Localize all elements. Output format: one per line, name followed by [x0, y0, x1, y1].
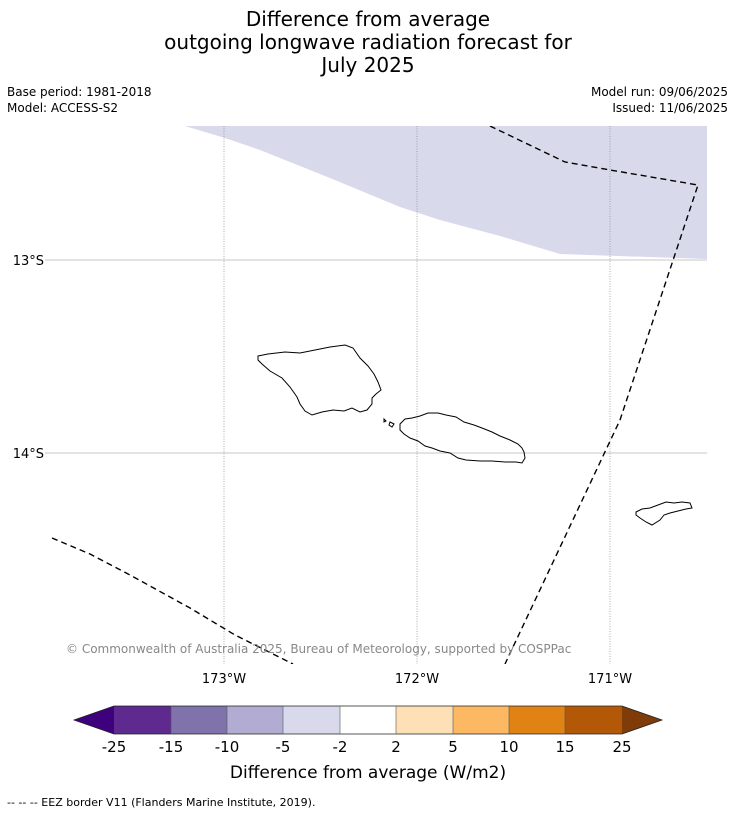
tutuila-island [635, 501, 693, 526]
colorbar-tick-label: -2 [333, 738, 348, 756]
colorbar-swatch-8 [509, 706, 565, 734]
colorbar-tick-label: 2 [391, 738, 401, 756]
colorbar-tick-label: -15 [159, 738, 184, 756]
base-period: Base period: 1981-2018 [7, 85, 152, 99]
meta-left: Base period: 1981-2018 Model: ACCESS-S2 [7, 84, 152, 116]
title-line-3: July 2025 [321, 53, 415, 77]
lat-label-13s: 13°S [13, 254, 44, 269]
savaii-island [257, 344, 382, 416]
lon-label-171w: 171°W [588, 672, 632, 687]
apolima-island [388, 421, 395, 428]
colorbar-dividers [170, 706, 566, 734]
axis-labels: 13°S 14°S 173°W 172°W 171°W [13, 254, 633, 687]
colorbar-title: Difference from average (W/m2) [230, 763, 506, 783]
model-run: Model run: 09/06/2025 [590, 85, 728, 99]
eez-borders [51, 126, 699, 664]
colorbar-tick-label: 25 [612, 738, 631, 756]
colorbar-arrow-high [622, 706, 662, 734]
colorbar-swatch-4 [283, 706, 340, 734]
colorbar-tick-label: 10 [499, 738, 518, 756]
colorbar-tick-label: 5 [448, 738, 458, 756]
colorbar-swatch-9 [565, 706, 622, 734]
colorbar-arrow-low [74, 706, 114, 734]
colorbar-swatch-1 [114, 706, 171, 734]
copyright-notice: © Commonwealth of Australia 2025, Bureau… [66, 642, 571, 656]
manono-island [383, 417, 387, 423]
title-line-1: Difference from average [245, 7, 491, 31]
anomaly-shading [185, 126, 707, 259]
upolu-island [399, 412, 526, 464]
map-panel: © Commonwealth of Australia 2025, Bureau… [45, 126, 707, 664]
coastlines [257, 344, 693, 526]
colorbar-outline [72, 705, 664, 735]
colorbar-swatch-3 [227, 706, 283, 734]
eez-legend-note: -- -- -- EEZ border V11 (Flanders Marine… [7, 796, 316, 809]
colorbar-swatch-5 [340, 706, 396, 734]
colorbar-swatch-6 [396, 706, 453, 734]
colorbar-tick-label: -25 [102, 738, 127, 756]
graticule [45, 126, 707, 664]
model-name: Model: ACCESS-S2 [7, 101, 119, 115]
lat-label-14s: 14°S [13, 447, 44, 462]
colorbar-tick-label: -10 [215, 738, 240, 756]
colorbar-swatch-7 [453, 706, 509, 734]
issued-date: Issued: 11/06/2025 [612, 101, 728, 115]
colorbar-tick-label: 15 [555, 738, 574, 756]
colorbar-tick-label: -5 [276, 738, 291, 756]
chart-title: Difference from average outgoing longwav… [0, 8, 736, 77]
eez-border-west [51, 537, 294, 664]
colorbar-ticks: -25 -15 -10 -5 -2 2 5 10 15 25 [102, 738, 632, 756]
eez-border-north [489, 126, 699, 664]
colorbar-swatch-2 [171, 706, 227, 734]
lon-label-173w: 173°W [202, 672, 246, 687]
map-figure: © Commonwealth of Australia 2025, Bureau… [13, 126, 707, 783]
meta-right: Model run: 09/06/2025 Issued: 11/06/2025 [591, 84, 728, 116]
title-line-2: outgoing longwave radiation forecast for [164, 30, 572, 54]
colorbar: -25 -15 -10 -5 -2 2 5 10 15 25 Differenc… [72, 705, 664, 783]
lon-label-172w: 172°W [395, 672, 439, 687]
